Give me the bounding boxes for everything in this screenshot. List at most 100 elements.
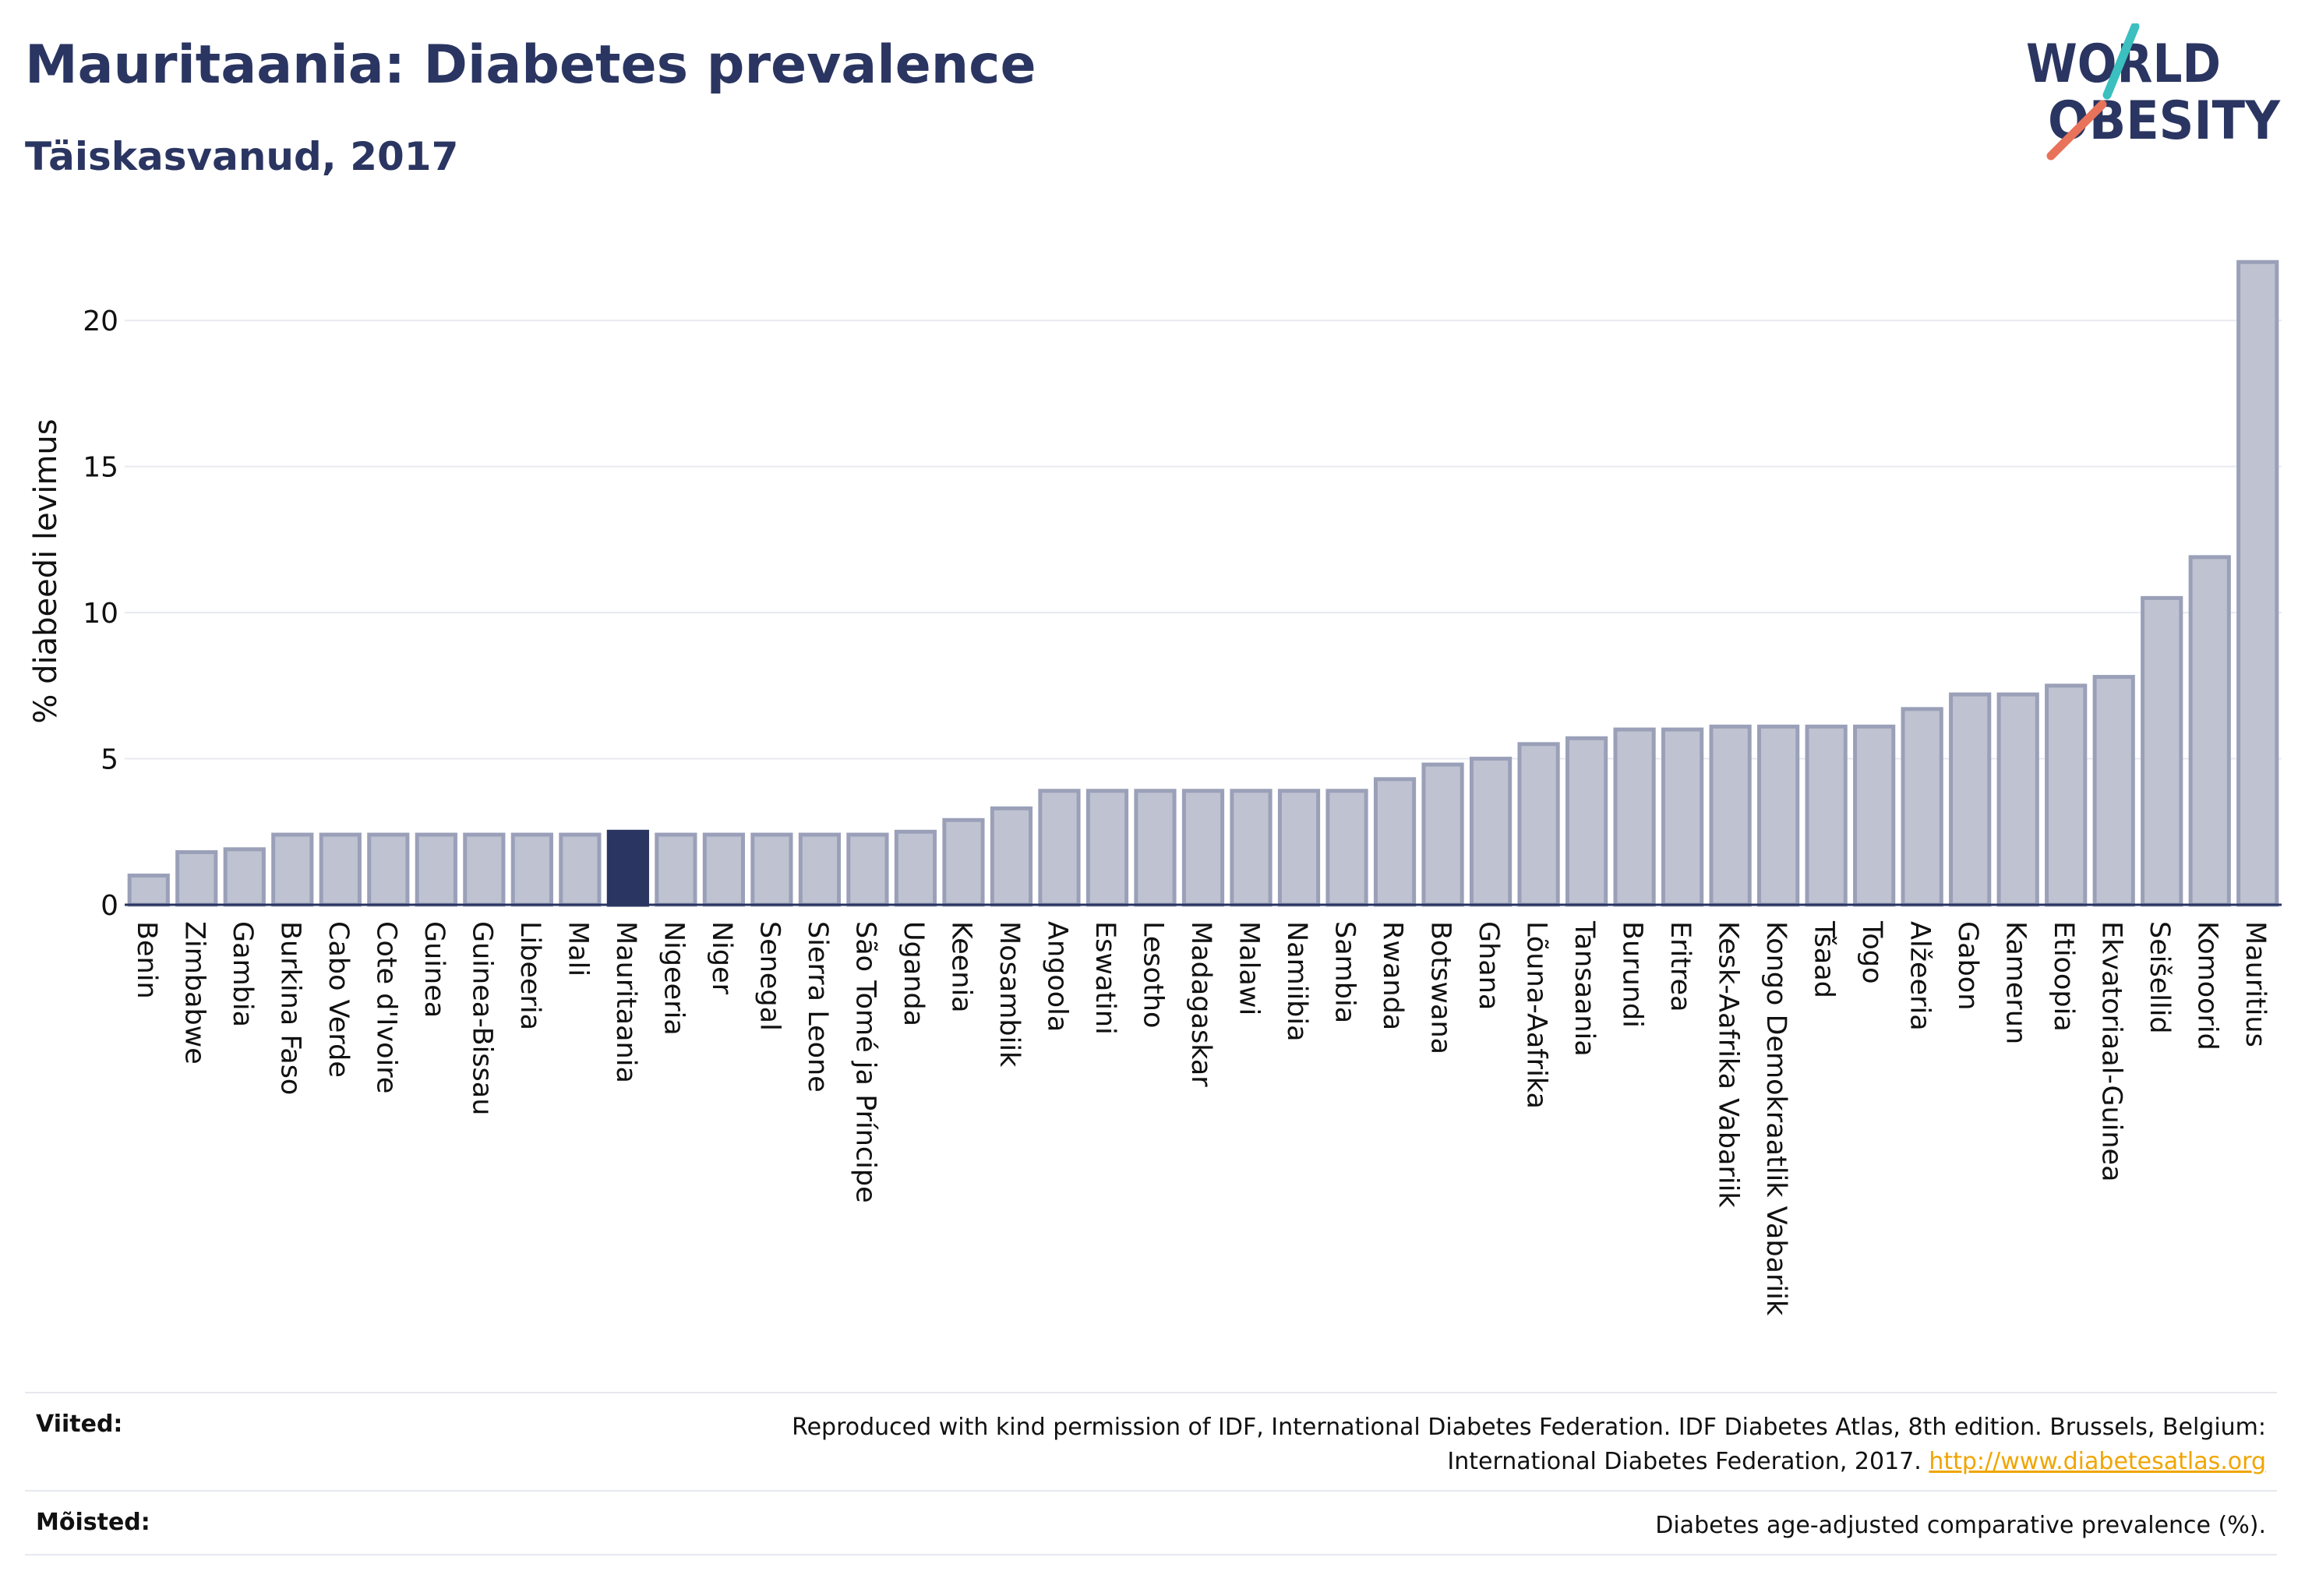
bar — [1709, 724, 1752, 907]
x-tick-label: Lesotho — [1137, 921, 1168, 1028]
x-tick-label: Malawi — [1234, 921, 1265, 1015]
x-tick-label: Uganda — [898, 921, 929, 1026]
x-tick-label: Nigeeria — [658, 921, 689, 1036]
bar — [1613, 727, 1656, 907]
bar — [990, 806, 1033, 907]
sources-text: Reproduced with kind permission of IDF, … — [792, 1411, 2266, 1479]
bar — [1757, 724, 1800, 907]
x-tick-label: Sierra Leone — [802, 921, 833, 1093]
bar-highlighted — [606, 829, 649, 907]
bars — [127, 260, 2279, 907]
x-tick-labels: Benin Zimbabwe Gambia Burkina Faso Cabo Verd… — [131, 920, 2271, 1316]
x-tick-label: Keenia — [945, 921, 976, 1013]
x-tick-label: Niger — [706, 921, 737, 995]
bar — [894, 829, 937, 907]
y-tick-label: 0 — [101, 890, 118, 922]
x-tick-label: Seišellid — [2144, 921, 2175, 1034]
bar — [1038, 789, 1081, 907]
bar — [1181, 789, 1225, 907]
bar — [1421, 762, 1464, 907]
x-tick-label: Madagaskar — [1185, 921, 1216, 1087]
bar — [175, 850, 218, 907]
x-tick-label: Burundi — [1617, 921, 1648, 1028]
bar — [1565, 736, 1608, 907]
bar — [415, 832, 457, 907]
x-tick-label: Tšaad — [1809, 920, 1840, 998]
bar-chart: 0 5 10 15 20 Benin Zimbabwe Gambia Burkina Faso… — [28, 260, 2282, 1316]
x-tick-label: Mali — [562, 921, 593, 976]
y-tick-label: 15 — [83, 452, 118, 484]
bar — [1325, 789, 1368, 907]
x-tick-label: Angoola — [1041, 921, 1072, 1032]
bar — [463, 832, 506, 907]
world-obesity-logo: WORLD OBESITY — [2026, 23, 2281, 161]
bar — [1373, 777, 1417, 907]
x-tick-label: Sambia — [1329, 921, 1361, 1023]
bar — [702, 832, 745, 907]
x-tick-label: Ekvatoriaal-Guinea — [2096, 921, 2127, 1182]
x-tick-label: Rwanda — [1377, 921, 1408, 1030]
footer-divider-bottom — [25, 1554, 2277, 1555]
bar — [942, 817, 985, 907]
x-tick-label: Cote d'Ivoire — [370, 921, 401, 1093]
footer-sources: Viited: Reproduced with kind permission … — [25, 1411, 2277, 1488]
bar — [559, 832, 602, 907]
x-tick-label: Etioopia — [2048, 921, 2079, 1032]
bar — [798, 832, 842, 907]
bar — [2141, 595, 2183, 907]
bar — [1085, 789, 1129, 907]
sources-line2: International Diabetes Federation, 2017. — [1447, 1448, 1922, 1475]
x-tick-label: Mauritius — [2240, 921, 2271, 1047]
x-tick-label: Eritrea — [1664, 921, 1696, 1012]
bar — [367, 832, 410, 907]
x-tick-label: Cabo Verde — [323, 921, 354, 1078]
bar — [1901, 707, 1943, 907]
footer-divider-middle — [25, 1490, 2277, 1492]
x-tick-label: Tansaania — [1569, 920, 1600, 1057]
bar — [1853, 724, 1896, 907]
x-tick-label: Togo — [1856, 920, 1887, 983]
x-tick-label: Gabon — [1952, 921, 1983, 1010]
bar — [2188, 555, 2231, 907]
bar — [1230, 789, 1273, 907]
x-tick-label: Guinea — [418, 921, 450, 1018]
x-tick-label: Mosambiik — [994, 921, 1025, 1068]
x-tick-label: Kamerun — [2000, 921, 2031, 1044]
y-tick-label: 5 — [101, 744, 118, 776]
logo-slash-teal — [2102, 23, 2140, 100]
x-tick-label: Mauritaania — [610, 921, 641, 1083]
bar — [1277, 789, 1321, 907]
x-tick-label: Namiibia — [1281, 921, 1312, 1042]
sources-line1: Reproduced with kind permission of IDF, … — [792, 1414, 2266, 1441]
x-tick-label: Libeeria — [514, 921, 545, 1030]
x-tick-label: Ghana — [1473, 921, 1504, 1010]
page-title: Mauritaania: Diabetes prevalence — [25, 34, 1036, 96]
bar — [271, 832, 314, 907]
sources-label: Viited: — [36, 1411, 123, 1438]
page-subtitle: Täiskasvanud, 2017 — [25, 134, 459, 179]
bar — [750, 832, 793, 907]
bar — [655, 832, 697, 907]
definitions-label: Mõisted: — [36, 1509, 150, 1536]
x-tick-label: Gambia — [227, 921, 258, 1027]
x-tick-label: Komoorid — [2192, 921, 2223, 1050]
x-tick-label: Kongo Demokraatlik Vabariik — [1760, 921, 1791, 1316]
x-tick-label: São Tomé ja Príncipe — [849, 921, 881, 1203]
x-tick-label: Lõuna-Aafrika — [1521, 921, 1552, 1109]
x-tick-label: Botswana — [1425, 921, 1456, 1054]
x-tick-label: Guinea-Bissau — [466, 921, 497, 1115]
x-tick-label: Senegal — [754, 921, 785, 1031]
y-axis-label: % diabeedi levimus — [28, 418, 64, 723]
bar — [223, 847, 266, 907]
definitions-text: Diabetes age-adjusted comparative preval… — [1655, 1512, 2266, 1539]
bar — [1517, 742, 1560, 907]
sources-link[interactable]: http://www.diabetesatlas.org — [1929, 1448, 2266, 1475]
y-tick-label: 10 — [83, 598, 118, 630]
bar — [1949, 692, 1992, 907]
bar — [1996, 692, 2039, 907]
x-tick-label: Zimbabwe — [178, 921, 210, 1065]
x-tick-label: Kesk-Aafrika Vabariik — [1713, 921, 1744, 1208]
y-tick-labels: 0 5 10 15 20 — [83, 305, 118, 922]
bar — [2236, 260, 2279, 907]
bar — [2092, 675, 2135, 907]
